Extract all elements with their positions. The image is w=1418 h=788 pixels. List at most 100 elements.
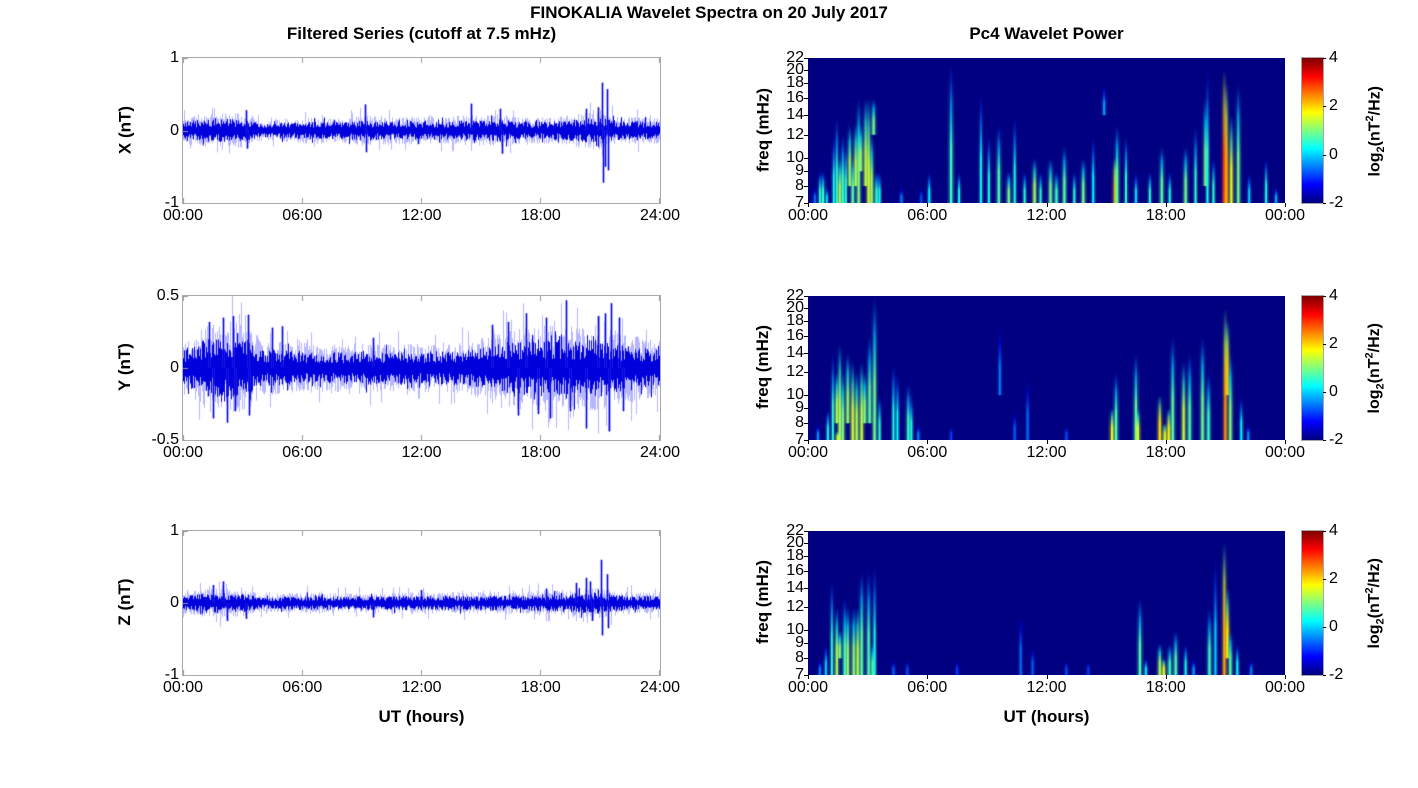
freq-tick-label: 9 [795,634,804,652]
y-wavelet-canvas [808,296,1285,440]
time-tickmark [927,440,928,444]
panel-y-series [182,295,661,441]
freq-tickmark [804,372,808,373]
x-axis-tick-label: 06:00 [282,207,323,224]
time-tickmark [1285,675,1286,679]
freq-tick-label: 20 [786,61,804,79]
freq-tickmark [804,395,808,396]
y-wavelet-colorbar [1301,295,1324,441]
freq-tickmark [804,58,808,59]
panel-z-wavelet [808,531,1285,675]
x-wavelet-colorbar-label: log2(nT2/Hz) [1363,85,1387,176]
x-axis-tick-label: 24:00 [639,444,681,461]
y-axis-tick-label: 0 [170,594,179,611]
x-wavelet-colorbar-canvas [1301,57,1324,204]
x-axis-tick-label: 00:00 [162,679,204,696]
colorbar-tick-label: 4 [1329,522,1338,539]
y-wavelet-colorbar-canvas [1301,295,1324,441]
right-column-title: Pc4 Wavelet Power [969,24,1124,43]
colorbar-tickmark [1323,627,1326,628]
freq-tick-label: 9 [795,162,804,180]
x-axis-tick-label: 12:00 [1026,679,1067,696]
freq-tick-label: 10 [786,148,804,166]
colorbar-tick-label: 4 [1329,49,1338,66]
x-axis-tick-label: 12:00 [1026,207,1067,224]
panel-x-wavelet [808,58,1285,203]
x-axis-tick-label: 06:00 [282,679,323,696]
x-axis-tick-label: 12:00 [401,679,442,696]
freq-tick-label: 16 [786,89,804,107]
x-wavelet-colorbar [1301,57,1324,204]
y-axis-tick-label: 0 [170,121,179,139]
freq-tick-label: 14 [786,578,804,596]
freq-tickmark [804,675,808,676]
z-wavelet-canvas [808,531,1285,675]
x-axis-tick-label: 00:00 [1264,207,1306,224]
x-axis-tick-label: 18:00 [520,207,561,224]
freq-tick-label: 8 [795,649,804,667]
time-tickmark [808,675,809,679]
freq-tick-label: 18 [786,312,804,330]
colorbar-tick-label: 0 [1329,145,1338,163]
left-x-axis-label: UT (hours) [378,707,465,726]
x-axis-tick-label: 00:00 [787,444,829,461]
time-tickmark [1047,675,1048,679]
colorbar-tickmark [1323,579,1326,580]
time-tickmark [1285,203,1286,207]
x-axis-tick-label: 00:00 [1264,679,1306,696]
freq-tickmark [804,423,808,424]
x-axis-tick-label: 06:00 [907,444,948,461]
x-axis-tick-label: 06:00 [907,679,948,696]
freq-tickmark [804,658,808,659]
freq-tickmark [804,543,808,544]
colorbar-tickmark [1323,344,1326,345]
colorbar-tick-label: 0 [1329,618,1338,635]
y-axis-tick-label: -0.5 [151,431,179,448]
colorbar-tick-label: 4 [1329,287,1338,304]
freq-tick-label: 8 [795,414,804,432]
freq-tickmark [804,607,808,608]
x-axis-tick-label: 18:00 [1145,207,1186,224]
y-axis-tick-label: -1 [164,666,179,683]
colorbar-tick-label: 2 [1329,335,1338,352]
colorbar-tickmark [1323,106,1326,107]
colorbar-tickmark [1323,203,1326,204]
colorbar-tickmark [1323,440,1326,441]
freq-tick-label: 18 [786,74,804,92]
panel-y-wavelet [808,296,1285,440]
freq-tick-label: 9 [795,399,804,417]
freq-tick-label: 18 [786,547,804,565]
colorbar-tick-label: 2 [1329,97,1338,115]
x-series-canvas [182,57,661,204]
freq-tick-label: 7 [795,194,804,211]
freq-tickmark [804,171,808,172]
z-wavelet-colorbar-label: log2(nT2/Hz) [1363,558,1387,649]
freq-tickmark [804,440,808,441]
x-axis-tick-label: 06:00 [282,444,323,461]
freq-tick-label: 22 [786,49,804,66]
figure-title: FINOKALIA Wavelet Spectra on 20 July 201… [530,3,888,22]
right-x-axis-label: UT (hours) [1003,707,1090,726]
freq-tickmark [804,556,808,557]
freq-tickmark [804,353,808,354]
freq-tickmark [804,296,808,297]
colorbar-tick-label: 2 [1329,570,1338,587]
freq-tick-label: 12 [786,363,804,381]
freq-tickmark [804,186,808,187]
time-tickmark [1285,440,1286,444]
x-axis-tick-label: 24:00 [639,679,681,696]
freq-tick-label: 10 [786,386,804,404]
freq-tick-label: 20 [786,533,804,551]
freq-tickmark [804,336,808,337]
colorbar-tickmark [1323,58,1326,59]
x-wavelet-canvas [808,58,1285,203]
colorbar-tick-label: -2 [1329,194,1344,211]
z-series-canvas [182,530,661,676]
freq-tickmark [804,321,808,322]
time-tickmark [1047,440,1048,444]
colorbar-tick-label: 0 [1329,383,1338,400]
freq-tick-label: 12 [786,125,804,143]
x-axis-tick-label: 00:00 [162,207,204,224]
freq-tickmark [804,308,808,309]
time-tickmark [1047,203,1048,207]
